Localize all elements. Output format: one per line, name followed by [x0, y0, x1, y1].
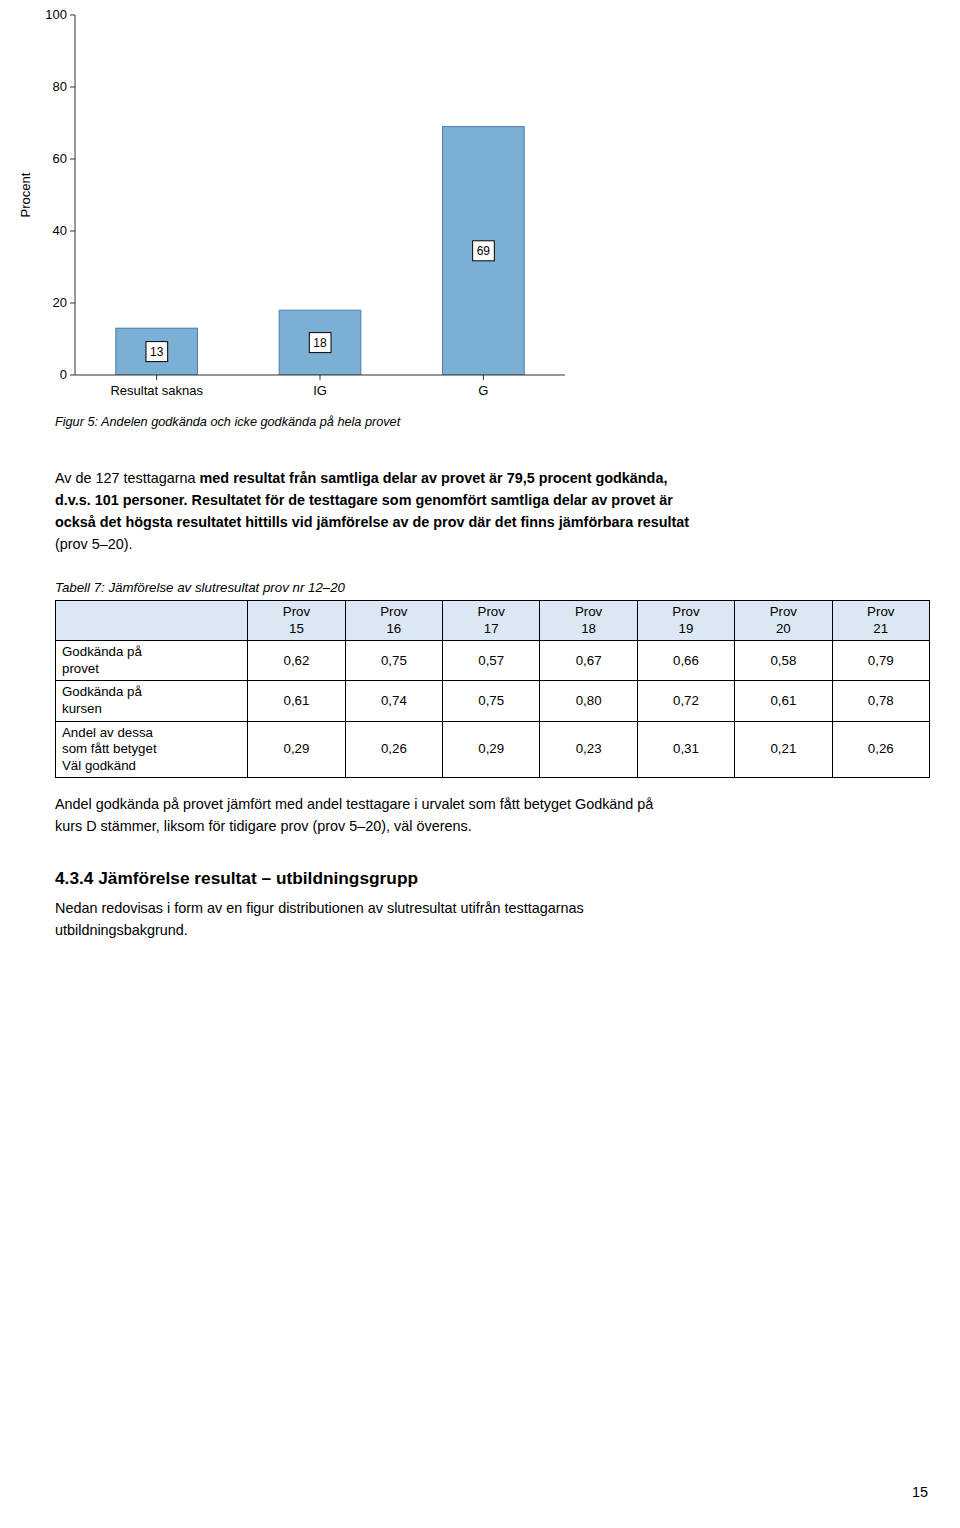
bar: [279, 310, 361, 375]
table-cell: Godkända på kursen: [56, 681, 248, 721]
figure-caption: Figur 5: Andelen godkända och icke godkä…: [55, 415, 400, 429]
y-tick: [70, 231, 75, 232]
data-label-text: 69: [477, 244, 491, 258]
y-tick-label: 20: [53, 295, 67, 310]
table-header: Prov 15: [248, 601, 345, 641]
data-label-text: 18: [313, 336, 327, 350]
y-tick-label: 60: [53, 151, 67, 166]
paragraph-line: d.v.s. 101 personer. Resultatet för de t…: [55, 492, 673, 508]
paragraph-line: utbildningsbakgrund.: [55, 922, 188, 938]
y-axis: [75, 15, 76, 375]
paragraph-segment: med resultat från samtliga delar av prov…: [200, 470, 668, 486]
data-label: 69: [473, 241, 495, 261]
table-header: Prov 19: [637, 601, 734, 641]
paragraph-segment: Av de 127 testtagarna: [55, 470, 200, 486]
page-number: 15: [912, 1484, 928, 1500]
x-tick-label: G: [478, 383, 488, 398]
table: Prov 15Prov 16Prov 17Prov 18Prov 19Prov …: [55, 600, 930, 778]
paragraph-segment: d.v.s. 101 personer.: [55, 492, 192, 508]
paragraph-line: också det högsta resultatet hittills vid…: [55, 514, 689, 530]
section-title: 4.3.4 Jämförelse resultat – utbildningsg…: [55, 868, 418, 889]
table-cell: 0,79: [832, 641, 929, 681]
table-cell: 0,21: [735, 721, 832, 778]
y-tick: [70, 375, 75, 376]
table-cell: 0,78: [832, 681, 929, 721]
table-cell: 0,75: [345, 641, 442, 681]
table-cell: 0,26: [832, 721, 929, 778]
paragraph-segment: också det högsta resultatet hittills vid…: [55, 514, 689, 530]
table-cell: 0,57: [443, 641, 540, 681]
table-header: Prov 21: [832, 601, 929, 641]
table-cell: 0,67: [540, 641, 637, 681]
table-cell: 0,75: [443, 681, 540, 721]
y-axis-label: Procent: [18, 172, 33, 217]
table-cell: 0,61: [248, 681, 345, 721]
chart: 0 20 40 60 80 100 Resultat saknas IG G Procent 13 1…: [0, 0, 960, 400]
x-tick-label: IG: [313, 383, 327, 398]
table-cell: 0,61: [735, 681, 832, 721]
paragraph-line: (prov 5–20).: [55, 536, 133, 552]
table-header: Prov 17: [443, 601, 540, 641]
table-header: Prov 16: [345, 601, 442, 641]
table-cell: 0,74: [345, 681, 442, 721]
x-tick: [320, 375, 321, 380]
table-cell: Godkända på provet: [56, 641, 248, 681]
data-label-text: 13: [150, 345, 164, 359]
table-cell: 0,29: [248, 721, 345, 778]
bar: [116, 328, 198, 375]
paragraph-line: Av de 127 testtagarna med resultat från …: [55, 470, 667, 486]
table-cell: 0,66: [637, 641, 734, 681]
x-tick: [483, 375, 484, 380]
paragraph-segment: (prov 5–20).: [55, 536, 133, 552]
data-label: 13: [146, 342, 168, 362]
table-cell: 0,80: [540, 681, 637, 721]
y-tick: [70, 87, 75, 88]
table-cell: 0,72: [637, 681, 734, 721]
paragraph-line: Nedan redovisas i form av en figur distr…: [55, 900, 584, 916]
y-tick-label: 40: [53, 223, 67, 238]
table-cell: Andel av dessa som fått betyget Väl godk…: [56, 721, 248, 778]
y-tick: [70, 159, 75, 160]
table-header: Prov 18: [540, 601, 637, 641]
table-cell: 0,23: [540, 721, 637, 778]
y-tick: [70, 303, 75, 304]
x-tick-label: Resultat saknas: [110, 383, 203, 398]
y-tick-label: 0: [60, 367, 67, 382]
data-label: 18: [309, 333, 331, 353]
y-tick-label: 100: [45, 7, 67, 22]
data-label-box: [146, 342, 168, 362]
table-caption: Tabell 7: Jämförelse av slutresultat pro…: [55, 580, 345, 595]
table-cell: 0,26: [345, 721, 442, 778]
bars: [116, 127, 524, 375]
data-label-box: [473, 241, 495, 261]
table-header: [56, 601, 248, 641]
y-tick: [70, 15, 75, 16]
table-cell: 0,31: [637, 721, 734, 778]
table-cell: 0,58: [735, 641, 832, 681]
paragraph-segment: Resultatet för de testtagare som genomfö…: [192, 492, 673, 508]
table-header: Prov 20: [735, 601, 832, 641]
table-cell: 0,62: [248, 641, 345, 681]
bar: [443, 127, 525, 375]
data-label-box: [309, 333, 331, 353]
paragraph-line: kurs D stämmer, liksom för tidigare prov…: [55, 818, 472, 834]
x-tick: [156, 375, 157, 380]
y-tick-label: 80: [53, 79, 67, 94]
table-cell: 0,29: [443, 721, 540, 778]
paragraph-line: Andel godkända på provet jämfört med and…: [55, 796, 653, 812]
